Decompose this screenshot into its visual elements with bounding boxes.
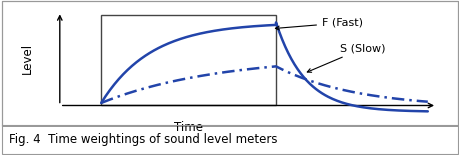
Text: Fig. 4  Time weightings of sound level meters: Fig. 4 Time weightings of sound level me… [9,133,277,146]
Bar [101,15,275,106]
Text: Time: Time [174,121,203,134]
Text: F (Fast): F (Fast) [275,18,362,30]
Text: S (Slow): S (Slow) [307,43,385,72]
Text: Level: Level [21,43,34,74]
